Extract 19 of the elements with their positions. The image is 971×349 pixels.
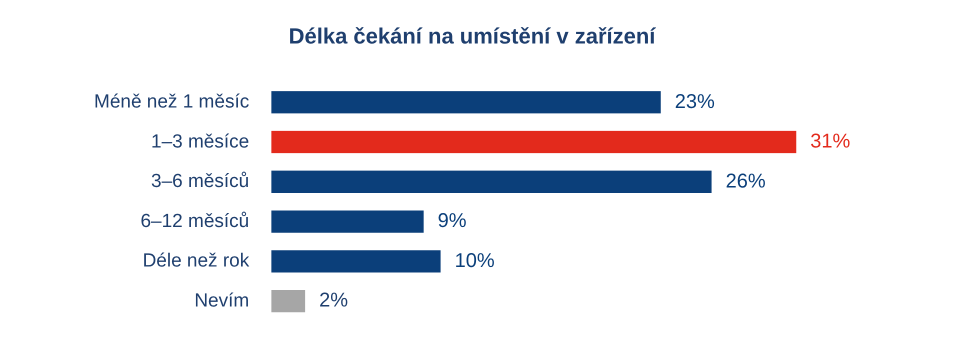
bar [271,250,441,272]
y-tick-label: Déle než rok [142,250,250,272]
y-tick-label: Nevím [194,290,250,312]
y-tick-label: 1–3 měsíce [151,131,250,152]
data-label: 31% [810,130,850,153]
data-label: 2% [319,290,348,312]
data-label: 9% [438,210,467,232]
y-tick-label: Méně než 1 měsíc [94,92,250,113]
bar [271,290,306,312]
data-label: 10% [454,250,495,272]
bar [271,210,424,233]
bar [271,170,712,193]
chart-title: Délka čekání na umístění v zařízení [288,23,656,48]
data-label: 26% [726,170,766,192]
data-label: 23% [674,90,716,113]
y-tick-label: 6–12 měsíců [140,210,250,232]
bar [271,130,796,154]
y-tick-label: 3–6 měsíců [151,171,250,192]
bar [271,91,661,114]
